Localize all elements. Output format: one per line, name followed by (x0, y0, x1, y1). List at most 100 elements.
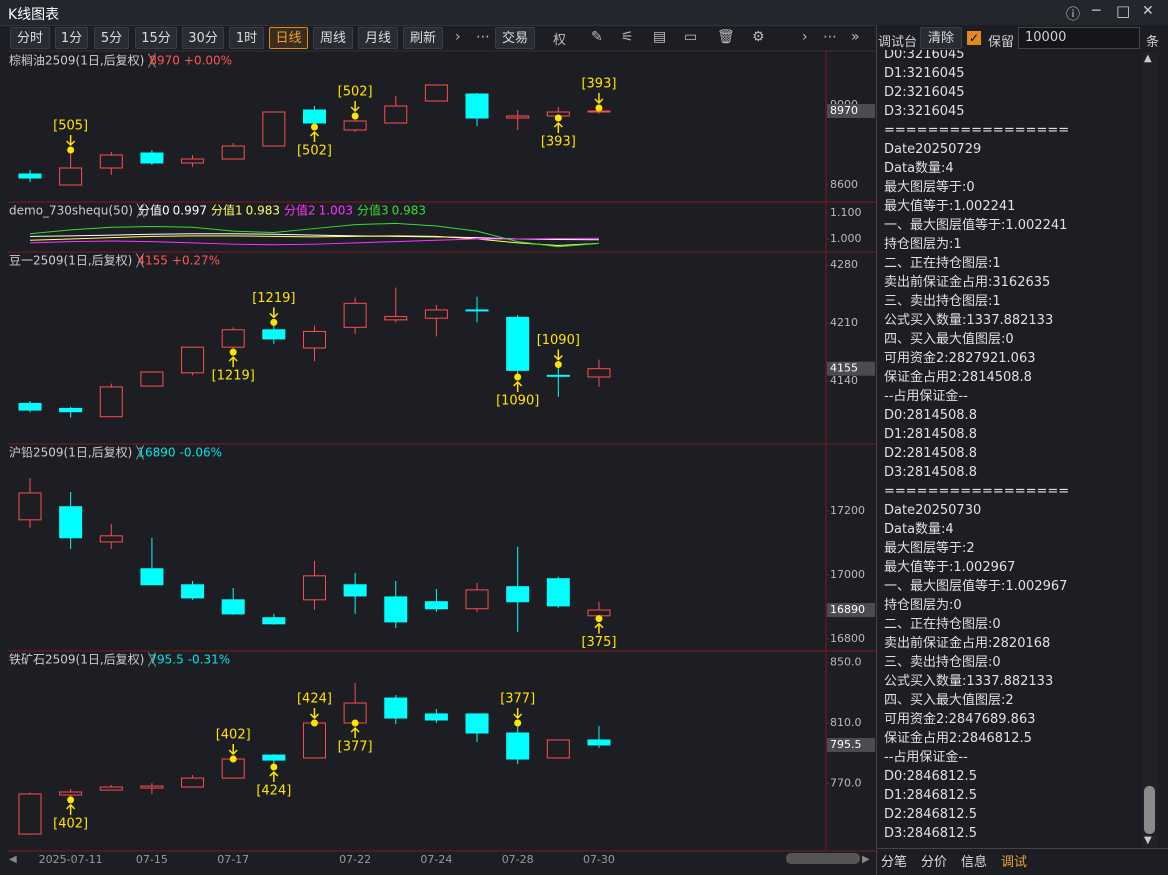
draw-icon[interactable]: ✎ (591, 29, 603, 45)
toolbar-button[interactable]: 刷新 (403, 27, 443, 49)
signal-label: [1219] (252, 291, 295, 306)
log-line: D1:2846812.5 (884, 788, 977, 803)
signal-arrow (350, 101, 360, 113)
toolbar-button[interactable]: 30分 (182, 27, 224, 49)
x-tick-label: 07-24 (420, 853, 452, 866)
price-tag (827, 104, 875, 118)
more-dots-2[interactable]: ⋯ (823, 29, 837, 45)
toolbar-button[interactable]: 5分 (94, 27, 129, 49)
signal-dot (554, 361, 562, 369)
signal-arrow (309, 130, 320, 142)
signal-arrow (513, 380, 523, 392)
log-line: D0:2846812.5 (884, 769, 977, 784)
signal-arrow (269, 307, 279, 319)
title-bar (0, 0, 1168, 26)
clear-button[interactable]: 清除 (920, 27, 962, 49)
x-tick-label: 07-17 (217, 853, 249, 866)
signal-label: [502] (297, 144, 332, 159)
log-line: ================= (884, 123, 1070, 138)
signal-dot (67, 796, 75, 804)
minimize-icon[interactable]: ─ (1092, 3, 1101, 19)
keep-checkbox[interactable]: ✓ (967, 31, 981, 45)
candle-body (181, 777, 205, 788)
log-line: D1:3216045 (884, 66, 965, 81)
signal-dot (310, 719, 318, 727)
signal-dot (229, 348, 237, 356)
pane-close: ╳ (136, 203, 145, 218)
signal-dot (67, 146, 75, 154)
candle-body (59, 407, 83, 413)
candle-body (384, 596, 408, 623)
x-tick-label: 07-28 (502, 853, 534, 866)
log-line: D3:3216045 (884, 104, 965, 119)
scrollbar-thumb[interactable] (1144, 786, 1155, 834)
log-line: 四、买入最大值图层:2 (884, 693, 1014, 708)
pane-title: 豆一2509(1日,后复权) (9, 254, 132, 268)
more-arrow[interactable]: › (455, 29, 461, 45)
help-icon[interactable]: ⓘ (1066, 7, 1080, 23)
candle-body (302, 575, 326, 601)
adjust-icon[interactable]: ⚟ (621, 29, 634, 45)
toolbar-button[interactable]: 1分 (55, 27, 88, 49)
next-arrow[interactable]: › (802, 29, 808, 45)
candle-body (262, 329, 286, 340)
signal-label: [375] (581, 635, 616, 650)
console-tab[interactable]: 分价 (921, 855, 948, 870)
signal-label: [424] (297, 692, 332, 707)
expand-icon[interactable]: » (851, 29, 860, 45)
log-line: D3:2846812.5 (884, 826, 977, 841)
calc-icon[interactable]: ▤ (653, 29, 667, 45)
toolbar-button[interactable]: 1时 (229, 27, 264, 49)
console-tab[interactable]: 分笔 (881, 855, 908, 870)
pane-close: ╳ (147, 652, 156, 667)
y-tick-label: 4280 (830, 258, 858, 271)
console-tab[interactable]: 信息 (961, 855, 988, 870)
y-tick-label: 17000 (830, 568, 865, 581)
toolbar-button[interactable]: 分时 (10, 27, 50, 49)
candle-body (302, 330, 326, 349)
candle-body (221, 145, 245, 160)
layout-icon[interactable]: ▭ (684, 29, 698, 45)
rights-button[interactable]: 权 (553, 33, 567, 48)
more-dots[interactable]: ⋯ (476, 29, 490, 45)
signal-label: [393] (541, 135, 576, 150)
toolbar-button[interactable]: 日线 (269, 27, 308, 49)
toolbar-button[interactable]: 月线 (358, 27, 398, 49)
tab-divider (876, 848, 1168, 849)
candle-body (18, 173, 42, 179)
delete-icon[interactable]: 🗑 (717, 29, 735, 45)
log-line: 最大值等于:1.002241 (884, 199, 1016, 214)
settings-icon[interactable]: ⚙ (752, 29, 765, 45)
candle-body (506, 586, 530, 603)
candle-body (99, 535, 123, 543)
candle-body (262, 617, 286, 625)
log-line: Date20250730 (884, 503, 982, 518)
candle-body (546, 578, 570, 607)
signal-dot (595, 104, 603, 112)
quote-price: 8970 (149, 54, 180, 68)
close-icon[interactable]: ✕ (1142, 3, 1154, 19)
console-tab[interactable]: 调试 (1001, 855, 1028, 870)
indicator-line (29, 222, 600, 248)
maximize-icon[interactable]: □ (1116, 2, 1131, 20)
count-input[interactable]: 10000 (1018, 27, 1140, 49)
candle-body (59, 791, 83, 796)
trade-button[interactable]: 交易 (495, 27, 535, 49)
console-log: D0:3216045 D1:3216045 D2:3216045 D3:3216045… (884, 50, 1139, 847)
legend-value: 0.983 (246, 204, 280, 218)
log-line: --占用保证金-- (884, 389, 968, 404)
signal-label: [402] (53, 816, 88, 831)
toolbar-button[interactable]: 15分 (135, 27, 177, 49)
signal-label: [377] (500, 692, 535, 707)
scroll-up[interactable]: ▲ (1144, 53, 1152, 64)
y-tick-label: 16800 (830, 632, 865, 645)
candle-body (506, 732, 530, 760)
toolbar-button[interactable]: 周线 (313, 27, 353, 49)
scroll-down[interactable]: ▼ (1144, 835, 1152, 846)
candle-body (221, 599, 245, 615)
signal-dot (351, 719, 359, 727)
log-line: D2:2814508.8 (884, 446, 977, 461)
log-line: --占用保证金-- (884, 750, 968, 765)
candle-body (343, 584, 367, 597)
